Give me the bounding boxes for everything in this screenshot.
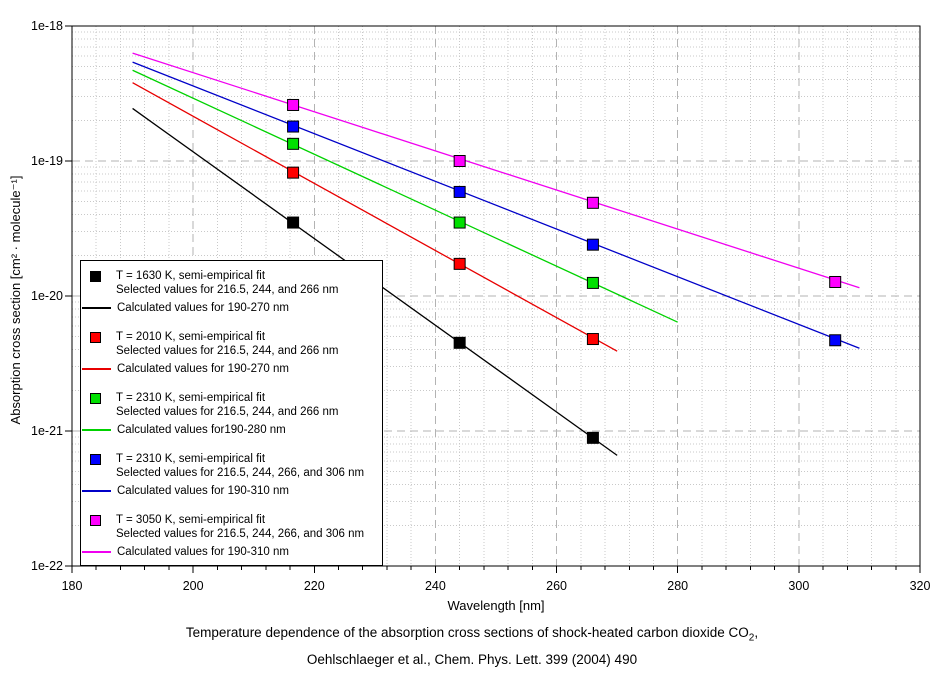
x-tick-label: 240 — [425, 579, 446, 593]
legend-row-points: Selected values for 216.5, 244, 266, and… — [81, 527, 382, 541]
legend-line-label: Calculated values for 190-270 nm — [117, 363, 289, 375]
legend-entry: T = 2010 K, semi-empirical fit Selected v… — [81, 330, 382, 376]
x-tick-label: 260 — [546, 579, 567, 593]
legend-line-sample — [82, 368, 111, 370]
x-tick-label: 220 — [304, 579, 325, 593]
legend-series-title: T = 2010 K, semi-empirical fit — [116, 331, 266, 343]
legend-line-label: Calculated values for 190-310 nm — [117, 546, 289, 558]
legend-series-title: T = 1630 K, semi-empirical fit — [116, 270, 266, 282]
y-tick-label: 1e-22 — [31, 559, 63, 573]
data-point-series-0 — [453, 336, 466, 349]
legend-row-line: Calculated values for 190-270 nm — [81, 301, 382, 315]
data-point-series-3 — [453, 185, 466, 198]
legend-series-title: T = 2310 K, semi-empirical fit — [116, 392, 266, 404]
legend-row-points: Selected values for 216.5, 244, and 266 … — [81, 405, 382, 419]
legend-marker-square — [90, 514, 101, 526]
legend-marker-square — [90, 392, 101, 404]
legend-points-label: Selected values for 216.5, 244, 266, and… — [116, 467, 365, 479]
legend-entry: T = 2310 K, semi-empirical fit Selected v… — [81, 452, 382, 498]
x-tick-label: 180 — [62, 579, 83, 593]
x-axis-title: Wavelength [nm] — [447, 598, 545, 613]
y-tick-label: 1e-20 — [31, 289, 63, 303]
legend-row-marker: T = 1630 K, semi-empirical fit — [81, 269, 382, 283]
data-point-series-3 — [287, 120, 300, 133]
legend-points-label: Selected values for 216.5, 244, 266, and… — [116, 528, 365, 540]
legend-row-marker: T = 2310 K, semi-empirical fit — [81, 452, 382, 466]
y-tick-label: 1e-18 — [31, 19, 63, 33]
legend-points-label: Selected values for 216.5, 244, and 266 … — [116, 345, 339, 357]
legend-line-label: Calculated values for 190-270 nm — [117, 302, 289, 314]
legend-line-label: Calculated values for 190-310 nm — [117, 485, 289, 497]
caption-line2: Oehlschlaeger et al., Chem. Phys. Lett. … — [306, 651, 638, 667]
fit-line-series-4 — [132, 52, 860, 289]
legend-points-label: Selected values for 216.5, 244, and 266 … — [116, 284, 339, 296]
data-point-series-3 — [829, 334, 842, 347]
legend-row-marker: T = 3050 K, semi-empirical fit — [81, 513, 382, 527]
data-point-series-1 — [586, 333, 599, 346]
legend-entry: T = 1630 K, semi-empirical fit Selected v… — [81, 269, 382, 315]
legend-line-sample — [82, 307, 111, 309]
data-point-series-0 — [586, 431, 599, 444]
fit-line-series-2 — [132, 69, 678, 323]
legend-line-sample — [82, 551, 111, 553]
caption-line1: Temperature dependence of the absorption… — [185, 625, 759, 644]
legend-points-label: Selected values for 216.5, 244, and 266 … — [116, 406, 339, 418]
data-point-series-4 — [829, 275, 842, 288]
data-point-series-2 — [453, 216, 466, 229]
legend-line-sample — [82, 490, 111, 492]
data-point-series-2 — [287, 137, 300, 150]
data-point-series-4 — [453, 155, 466, 167]
y-tick-label: 1e-21 — [31, 424, 63, 438]
legend-row-points: Selected values for 216.5, 244, and 266 … — [81, 344, 382, 358]
x-tick-label: 200 — [183, 579, 204, 593]
legend-entry: T = 2310 K, semi-empirical fit Selected v… — [81, 391, 382, 437]
legend-row-marker: T = 2310 K, semi-empirical fit — [81, 391, 382, 405]
legend-row-points: Selected values for 216.5, 244, and 266 … — [81, 283, 382, 297]
legend-row-points: Selected values for 216.5, 244, 266, and… — [81, 466, 382, 480]
data-point-series-2 — [586, 276, 599, 289]
legend-row-line: Calculated values for 190-310 nm — [81, 484, 382, 498]
fit-line-series-1 — [132, 82, 618, 352]
legend-row-line: Calculated values for 190-310 nm — [81, 545, 382, 559]
legend-series-title: T = 3050 K, semi-empirical fit — [116, 514, 266, 526]
legend: T = 1630 K, semi-empirical fit Selected v… — [80, 260, 383, 566]
data-point-series-1 — [453, 257, 466, 270]
fit-line-series-3 — [132, 61, 860, 349]
figure-caption: Temperature dependence of the absorption… — [0, 622, 944, 670]
data-point-series-1 — [287, 166, 300, 179]
y-tick-label: 1e-19 — [31, 154, 63, 168]
data-point-series-3 — [586, 238, 599, 251]
data-point-series-4 — [586, 196, 599, 209]
legend-series-title: T = 2310 K, semi-empirical fit — [116, 453, 266, 465]
legend-marker-square — [90, 331, 101, 343]
legend-line-label: Calculated values for190-280 nm — [117, 424, 286, 436]
co2-subscript: 2 — [748, 632, 755, 644]
legend-line-sample — [82, 429, 111, 431]
data-point-series-0 — [287, 216, 300, 229]
legend-marker-square — [90, 270, 101, 282]
x-tick-label: 300 — [788, 579, 809, 593]
legend-row-line: Calculated values for190-280 nm — [81, 423, 382, 437]
legend-marker-square — [90, 453, 101, 465]
y-axis-title: Absorption cross section [cm² · molecule… — [8, 175, 23, 425]
data-point-series-4 — [287, 98, 300, 111]
legend-row-marker: T = 2010 K, semi-empirical fit — [81, 330, 382, 344]
legend-row-line: Calculated values for 190-270 nm — [81, 362, 382, 376]
chart-plot-area: 180 200 220 240 260 280 300 320 1e-18 1e-19 1e-20 1… — [31, 19, 931, 593]
x-tick-label: 320 — [910, 579, 931, 593]
legend-entry: T = 3050 K, semi-empirical fit Selected v… — [81, 513, 382, 559]
x-tick-label: 280 — [667, 579, 688, 593]
